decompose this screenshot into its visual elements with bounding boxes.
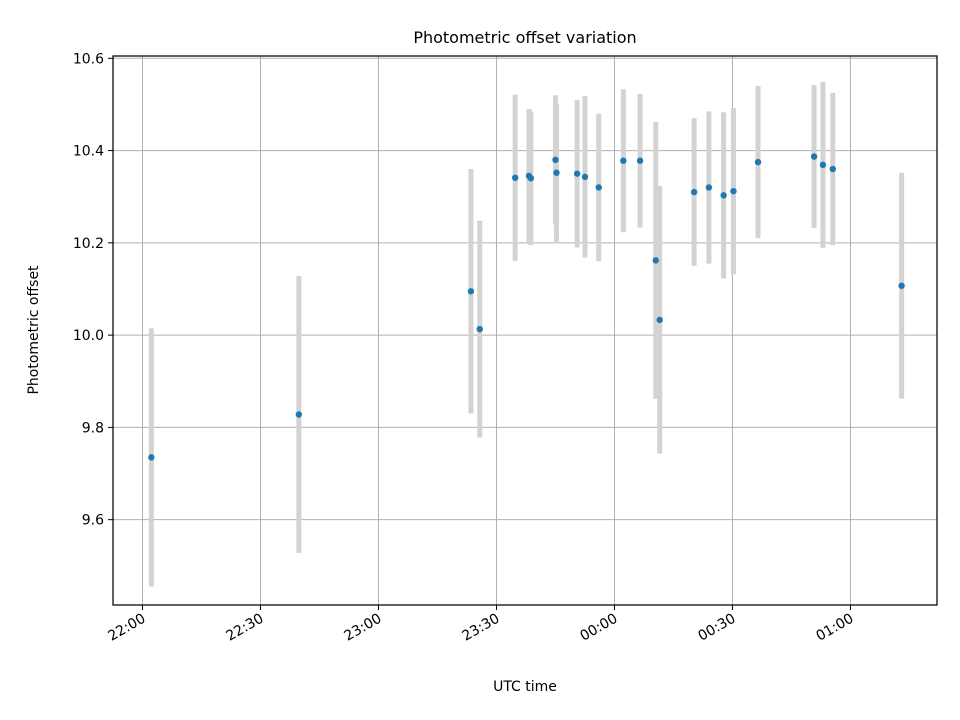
y-tick-label: 9.8 bbox=[82, 420, 104, 436]
data-point bbox=[656, 316, 663, 324]
y-axis-label: Photometric offset bbox=[26, 265, 42, 395]
data-points bbox=[148, 153, 905, 461]
data-point bbox=[705, 184, 713, 191]
y-tick-label: 10.4 bbox=[73, 144, 104, 160]
data-point bbox=[810, 153, 818, 160]
data-point bbox=[476, 325, 483, 333]
y-tick-label: 10.6 bbox=[73, 51, 104, 67]
x-axis-label: UTC time bbox=[493, 679, 557, 695]
data-point bbox=[652, 257, 659, 264]
data-point bbox=[730, 187, 737, 195]
data-point bbox=[573, 170, 581, 177]
y-tick-label: 10.0 bbox=[73, 328, 104, 344]
y-tick-label: 9.6 bbox=[82, 513, 104, 529]
data-point bbox=[754, 158, 762, 166]
y-tick-label: 10.2 bbox=[73, 236, 104, 252]
data-point bbox=[553, 169, 560, 176]
data-point bbox=[467, 288, 475, 295]
grid bbox=[113, 56, 937, 605]
data-point bbox=[620, 157, 627, 164]
data-point bbox=[819, 161, 827, 169]
plot-frame bbox=[112, 55, 938, 606]
chart-title: Photometric offset variation bbox=[413, 28, 636, 47]
data-point bbox=[148, 454, 155, 461]
data-point bbox=[595, 184, 602, 191]
data-point bbox=[581, 173, 589, 181]
data-point bbox=[511, 174, 519, 181]
data-point bbox=[552, 156, 559, 164]
data-point bbox=[690, 188, 698, 196]
y-axis-ticks: 9.6 9.8 10.0 10.2 10.4 10.6 bbox=[73, 51, 113, 529]
data-point bbox=[636, 157, 644, 164]
data-point bbox=[898, 282, 905, 289]
data-point bbox=[829, 165, 836, 173]
data-point bbox=[720, 192, 727, 199]
data-point bbox=[295, 411, 303, 418]
data-point bbox=[527, 175, 535, 182]
